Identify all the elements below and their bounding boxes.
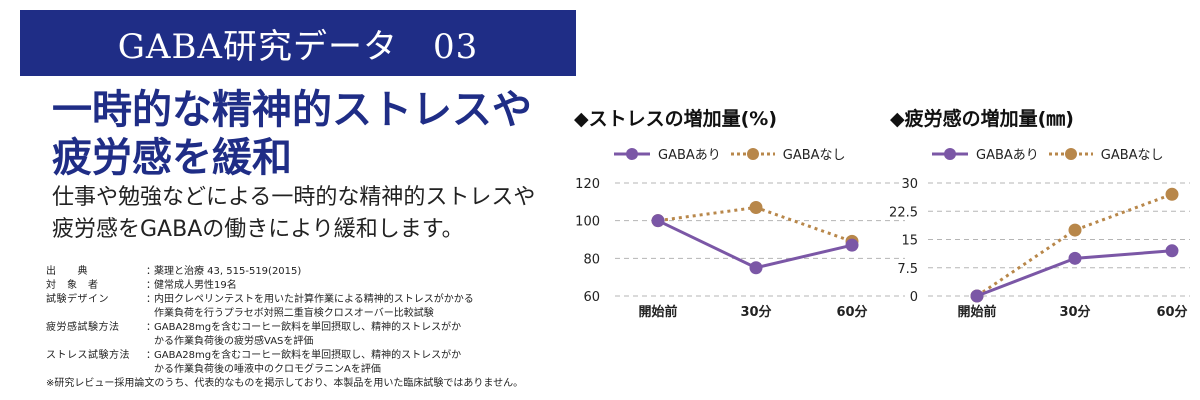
stress-series-line-with-gaba [657,219,853,270]
subtext-line-2: 疲労感をGABAの働きにより緩和します。 [52,217,464,242]
fatigue-chart-title: ◆疲労感の増加量(㎜) [890,108,1074,130]
banner-title: GABA研究データ 03 [117,26,479,67]
reference-label: ストレス試験方法 [46,350,130,361]
stress-data-point-with-gaba [749,261,763,275]
legend-item-with-gaba: GABAあり [930,144,1039,163]
stress-chart-legend: GABAあり GABAなし [612,144,846,163]
legend-label: GABAあり [658,148,721,163]
reference-value: 内田クレペリンテストを用いた計算作業による精神的ストレスがかかる 作業負荷を行う… [154,294,474,319]
stress-x-tick-label: 開始前 [638,304,677,320]
fatigue-data-point-with-gaba [970,289,984,303]
fatigue-data-point-without-gaba [1068,223,1082,237]
fatigue-y-tick-label: 30 [901,177,918,192]
fatigue-x-tick-label: 開始前 [957,304,996,320]
subtext: 仕事や勉強などによる一時的な精神的ストレスや 疲労感をGABAの働きにより緩和し… [52,182,572,246]
legend-dotted-line-icon [730,147,775,160]
reference-value: 薬理と治療 43, 515-519(2015) [154,266,302,277]
subtext-line-1: 仕事や勉強などによる一時的な精神的ストレスや [52,185,536,210]
fatigue-y-tick-label: 0 [910,290,918,305]
stress-y-tick-label: 100 [575,215,600,230]
legend-solid-line-icon [932,147,968,160]
stress-chart-title: ◆ストレスの増加量(%) [574,108,778,130]
legend-dotted-line-icon [1048,147,1093,160]
fatigue-x-tick-label: 30分 [1059,304,1090,320]
legend-item-without-gaba: GABAなし [1047,144,1164,163]
stress-y-tick-label: 80 [583,252,600,267]
reference-row: 出 典 ： 薬理と治療 43, 515-519(2015) [46,265,566,279]
fatigue-data-point-with-gaba [1165,244,1179,258]
reference-value: GABA28mgを含むコーヒー飲料を単回摂取し、精神的ストレスがか かる作業負荷… [154,350,462,375]
reference-value: 健常成人男性19名 [154,280,237,291]
reference-label: 疲労感試験方法 [46,322,120,333]
reference-label: 出 典 [46,266,88,277]
fatigue-y-tick-label: 22.5 [889,205,918,220]
reference-label: 試験デザイン [46,294,109,305]
stress-y-tick-label: 60 [583,290,600,305]
reference-label: 対 象 者 [46,280,99,291]
reference-row: 試験デザイン ： 内田クレペリンテストを用いた計算作業による精神的ストレスがかか… [46,293,566,321]
fatigue-data-point-without-gaba [1165,187,1179,201]
headline: 一時的な精神的ストレスや 疲労感を緩和 [52,86,572,182]
fatigue-x-tick-label: 60分 [1156,304,1187,320]
legend-label: GABAなし [1100,148,1164,163]
fatigue-y-tick-label: 7.5 [897,262,918,277]
section-banner: GABA研究データ 03 [20,10,576,76]
headline-line-1: 一時的な精神的ストレスや [52,86,532,133]
stress-data-point-without-gaba [749,200,763,214]
reference-row: 疲労感試験方法 ： GABA28mgを含むコーヒー飲料を単回摂取し、精神的ストレ… [46,321,566,349]
stress-x-tick-label: 60分 [836,304,867,320]
stress-x-tick-label: 30分 [740,304,771,320]
legend-item-with-gaba: GABAあり [612,144,721,163]
legend-label: GABAあり [976,148,1039,163]
fatigue-chart-legend: GABAあり GABAなし [930,144,1164,163]
fatigue-series-line-without-gaba [976,192,1173,298]
footnote: ※研究レビュー採用論文のうち、代表的なものを掲示しており、本製品を用いた臨床試験… [46,378,524,389]
reference-row: 対 象 者 ： 健常成人男性19名 [46,279,566,293]
reference-value: GABA28mgを含むコーヒー飲料を単回摂取し、精神的ストレスがか かる作業負荷… [154,322,462,347]
stress-data-point-with-gaba [651,214,665,228]
fatigue-data-point-with-gaba [1068,251,1082,265]
fatigue-y-tick-label: 15 [901,234,918,249]
stress-y-tick-label: 120 [575,177,600,192]
stress-data-point-with-gaba [845,238,859,252]
legend-item-without-gaba: GABAなし [729,144,846,163]
legend-label: GABAなし [782,148,846,163]
reference-row: ストレス試験方法 ： GABA28mgを含むコーヒー飲料を単回摂取し、精神的スト… [46,349,566,377]
headline-line-2: 疲労感を緩和 [52,134,292,181]
legend-solid-line-icon [614,147,650,160]
reference-list: 出 典 ： 薬理と治療 43, 515-519(2015) 対 象 者 ： 健常… [46,265,566,391]
